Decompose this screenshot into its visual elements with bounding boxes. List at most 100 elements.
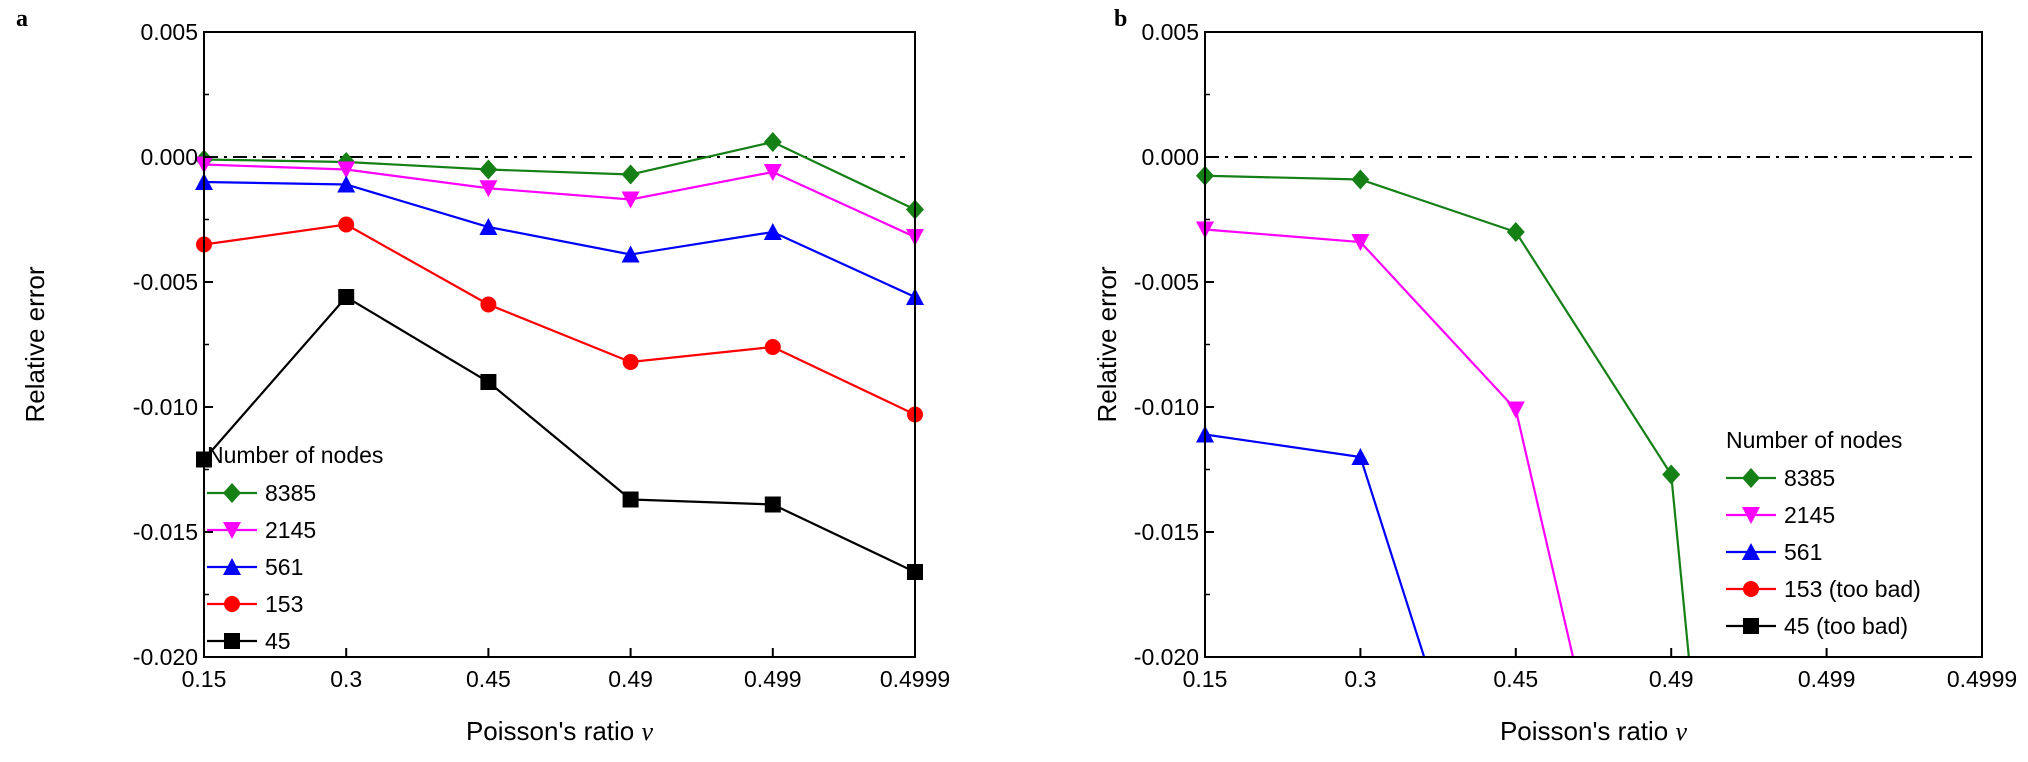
data-point-45 — [480, 374, 497, 390]
y-tick-label: 0.000 — [140, 144, 198, 170]
data-point-8385 — [1662, 464, 1681, 485]
y-tick-label: 0.005 — [1141, 19, 1199, 45]
x-tick-label: 0.15 — [182, 666, 227, 692]
y-tick-label: -0.015 — [1134, 519, 1199, 545]
legend-label: 153 (too bad) — [1784, 576, 1921, 602]
x-axis-title-text: Poisson's ratio — [1500, 716, 1676, 746]
data-point-561 — [479, 218, 498, 235]
legend-item: 561 — [1726, 539, 1822, 565]
legend-label: 8385 — [265, 480, 316, 506]
y-tick-label: 0.000 — [1141, 144, 1199, 170]
data-point-153 — [338, 216, 355, 233]
data-point-561 — [1351, 448, 1370, 465]
data-point-2145 — [479, 180, 498, 198]
legend-title: Number of nodes — [1726, 427, 1902, 453]
data-point-8385 — [479, 159, 498, 180]
legend-item: 8385 — [207, 480, 316, 506]
panel-label: b — [1114, 6, 1127, 32]
series-group — [1196, 165, 1690, 658]
data-point-8385 — [621, 164, 640, 185]
x-tick-label: 0.15 — [1183, 666, 1228, 692]
legend-marker — [1742, 543, 1760, 560]
legend-item: 153 (too bad) — [1726, 576, 1921, 602]
series-line-561 — [1204, 433, 1426, 658]
x-tick-label: 0.45 — [1493, 666, 1538, 692]
legend-label: 8385 — [1784, 465, 1835, 491]
legend-marker — [224, 596, 240, 612]
data-point-2145 — [337, 161, 356, 179]
y-tick-label: -0.010 — [133, 394, 198, 420]
x-tick-label: 0.3 — [1344, 666, 1376, 692]
x-tick-label: 0.4999 — [1947, 666, 2017, 692]
x-tick-label: 0.49 — [608, 666, 653, 692]
data-point-561 — [337, 175, 356, 193]
legend-label: 561 — [1784, 539, 1822, 565]
data-point-8385 — [1351, 169, 1370, 190]
legend: Number of nodes 8385 2145 561 153 (too bad) 4… — [1726, 427, 1921, 639]
legend-item: 561 — [207, 554, 303, 580]
series-line-8385 — [203, 140, 916, 211]
x-tick-label: 0.499 — [744, 666, 802, 692]
legend-marker — [223, 558, 241, 575]
x-tick-label: 0.499 — [1798, 666, 1856, 692]
y-axis-title: Relative error — [1092, 266, 1122, 422]
data-point-2145 — [621, 191, 640, 209]
data-point-153 — [764, 339, 781, 355]
series-line-2145 — [1204, 228, 1575, 658]
data-point-2145 — [1506, 401, 1525, 419]
legend-marker — [1742, 468, 1760, 488]
data-point-153 — [622, 354, 639, 370]
y-tick-label: -0.020 — [1134, 644, 1199, 670]
data-point-45 — [622, 491, 639, 508]
legend-item: 2145 — [207, 517, 316, 543]
legend-label: 45 (too bad) — [1784, 613, 1908, 639]
legend: Number of nodes 8385 2145 561 153 45 — [207, 442, 383, 654]
y-tick-label: -0.010 — [1134, 394, 1199, 420]
series-line-45 — [203, 295, 916, 573]
data-point-153 — [480, 296, 497, 313]
legend-label: 2145 — [1784, 502, 1835, 528]
x-tick-label: 0.45 — [466, 666, 511, 692]
y-tick-label: -0.015 — [133, 519, 198, 545]
series-line-8385 — [1204, 174, 1690, 658]
data-point-561 — [621, 245, 640, 263]
legend-title: Number of nodes — [207, 442, 383, 468]
data-point-2145 — [763, 164, 782, 181]
legend-item: 153 — [207, 591, 303, 617]
x-tick-label: 0.3 — [330, 666, 362, 692]
series-group — [195, 132, 924, 580]
y-axis-title: Relative error — [20, 266, 50, 422]
x-axis-title: Poisson's ratio ν — [466, 716, 654, 746]
legend-marker — [223, 522, 241, 539]
legend-label: 2145 — [265, 517, 316, 543]
legend-label: 153 — [265, 591, 303, 617]
plot-frame — [203, 31, 916, 658]
nu-symbol: ν — [1675, 717, 1687, 746]
legend-label: 561 — [265, 554, 303, 580]
legend-item: 45 — [207, 628, 291, 654]
series-line-561 — [203, 180, 916, 299]
y-tick-label: -0.005 — [133, 269, 198, 295]
plot-frame — [1204, 31, 1983, 658]
legend-item: 2145 — [1726, 502, 1835, 528]
panel-label: a — [16, 6, 28, 32]
legend-marker — [1742, 507, 1760, 524]
x-tick-label: 0.49 — [1649, 666, 1694, 692]
data-point-561 — [763, 223, 782, 240]
series-line-153 — [203, 223, 916, 416]
x-axis-title: Poisson's ratio ν — [1500, 716, 1688, 746]
y-tick-label: -0.020 — [133, 644, 198, 670]
legend-item: 8385 — [1726, 465, 1835, 491]
data-point-8385 — [1506, 222, 1525, 242]
data-point-8385 — [763, 132, 782, 152]
legend-item: 45 (too bad) — [1726, 613, 1908, 639]
x-axis-title-text: Poisson's ratio — [466, 716, 642, 746]
legend-label: 45 — [265, 628, 291, 654]
y-tick-label: -0.005 — [1134, 269, 1199, 295]
x-tick-label: 0.4999 — [880, 666, 950, 692]
y-tick-label: 0.005 — [140, 19, 198, 45]
legend-marker — [1743, 618, 1759, 634]
